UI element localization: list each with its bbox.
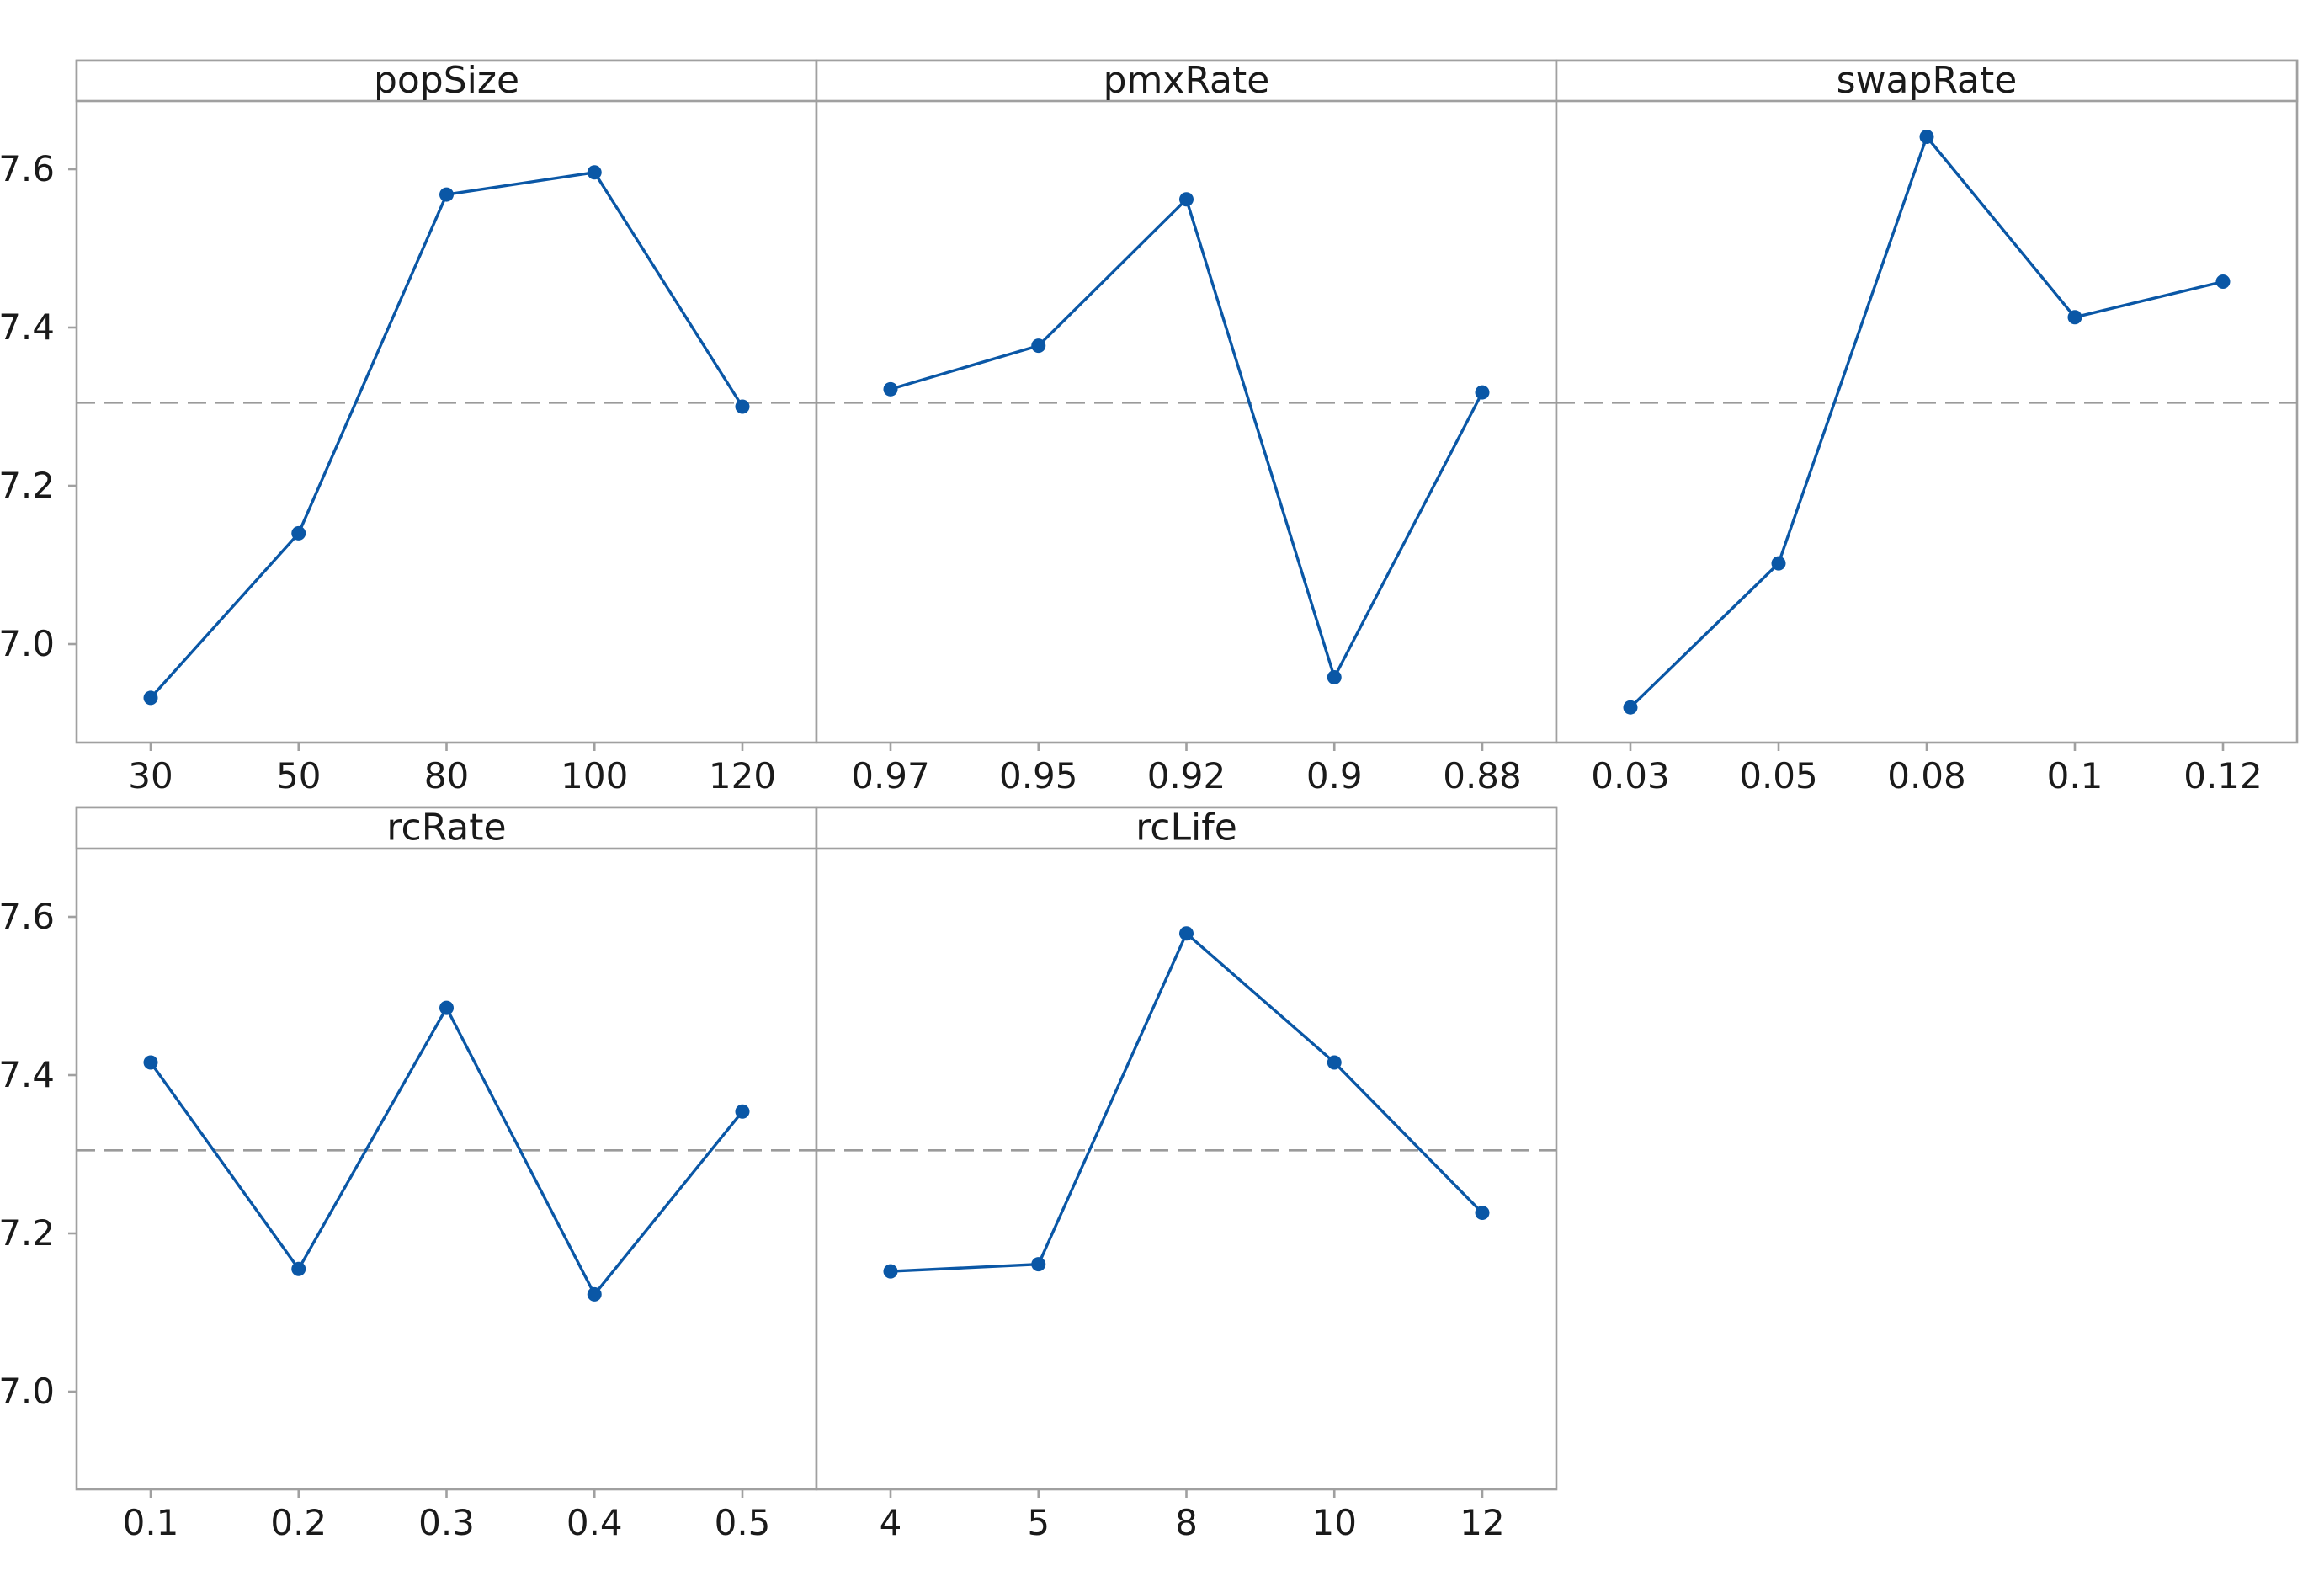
data-point (1475, 1206, 1490, 1221)
data-point (1031, 1257, 1046, 1272)
data-point (1327, 1055, 1342, 1070)
x-tick-label: 0.08 (1887, 755, 1966, 796)
x-tick-label: 5 (1027, 1502, 1050, 1543)
panel-popSize: popSize 30 50 80 100 120 7.0 7.2 7.4 7.6 (0, 59, 818, 796)
data-point (883, 1264, 898, 1279)
x-tick-label: 0.97 (851, 755, 930, 796)
panel-pmxRate: pmxRate 0.97 0.95 0.92 0.9 0.88 (815, 59, 1558, 796)
panel-strip (815, 59, 1558, 103)
x-tick-label: 0.4 (566, 1502, 623, 1543)
data-point (1179, 192, 1194, 207)
x-tick-label: 0.05 (1739, 755, 1818, 796)
y-tick-label: 7.4 (0, 1054, 55, 1095)
panel-title: popSize (374, 59, 519, 102)
x-tick-label: 0.1 (2047, 755, 2103, 796)
data-point (1919, 129, 1934, 144)
panel-strip (815, 806, 1558, 850)
panel-swapRate: swapRate 0.03 0.05 0.08 0.1 0.12 (1555, 59, 2299, 796)
panel-title: pmxRate (1104, 59, 1270, 102)
y-tick-label: 7.6 (0, 148, 55, 189)
x-tick-label: 8 (1175, 1502, 1198, 1543)
data-point (735, 399, 750, 414)
data-point (291, 1261, 306, 1276)
y-tick-label: 7.2 (0, 1212, 55, 1254)
panel-frame (75, 806, 818, 1491)
x-tick-label: 0.88 (1443, 755, 1522, 796)
x-tick-label: 4 (880, 1502, 902, 1543)
y-tick-label: 7.2 (0, 465, 55, 506)
data-point (587, 1286, 602, 1302)
panel-title: swapRate (1837, 59, 2018, 102)
x-tick-label: 80 (424, 755, 469, 796)
x-tick-label: 0.9 (1306, 755, 1363, 796)
data-point (735, 1104, 750, 1119)
x-tick-label: 10 (1312, 1502, 1357, 1543)
data-point (1031, 338, 1046, 354)
x-tick-label: 0.2 (270, 1502, 327, 1543)
data-point (2067, 310, 2082, 325)
x-tick-label: 0.3 (418, 1502, 475, 1543)
data-point (883, 381, 898, 397)
x-tick-label: 30 (128, 755, 173, 796)
x-tick-label: 0.03 (1591, 755, 1670, 796)
data-point (291, 525, 306, 541)
x-tick-label: 100 (561, 755, 628, 796)
x-tick-label: 0.12 (2183, 755, 2263, 796)
panel-rcRate: rcRate 0.1 0.2 0.3 0.4 0.5 7.0 7.2 7.4 7.6 (0, 806, 818, 1543)
data-point (143, 690, 158, 706)
panel-title: rcLife (1135, 807, 1237, 849)
data-point (587, 165, 602, 180)
x-tick-label: 0.5 (715, 1502, 771, 1543)
panel-title: rcRate (386, 807, 506, 849)
y-tick-label: 7.0 (0, 1371, 55, 1412)
x-tick-label: 0.1 (123, 1502, 179, 1543)
panel-strip (1555, 59, 2299, 103)
data-point (439, 187, 454, 202)
data-point (1327, 669, 1342, 684)
data-point (1623, 700, 1638, 715)
data-point (1771, 556, 1786, 571)
y-tick-label: 7.0 (0, 623, 55, 664)
panel-rcLife: rcLife 4 5 8 10 12 (815, 806, 1558, 1543)
panel-strip (75, 59, 818, 103)
y-tick-label: 7.4 (0, 306, 55, 348)
x-tick-label: 0.95 (999, 755, 1078, 796)
x-tick-label: 50 (276, 755, 321, 796)
panel-frame (815, 806, 1558, 1491)
data-point (2215, 274, 2231, 289)
data-point (143, 1055, 158, 1070)
data-point (1179, 926, 1194, 941)
x-tick-label: 0.92 (1147, 755, 1226, 796)
y-tick-label: 7.6 (0, 896, 55, 937)
x-tick-label: 12 (1460, 1502, 1504, 1543)
data-point (439, 1000, 454, 1015)
panel-strip (75, 806, 818, 850)
data-point (1475, 385, 1490, 400)
x-tick-label: 120 (709, 755, 776, 796)
